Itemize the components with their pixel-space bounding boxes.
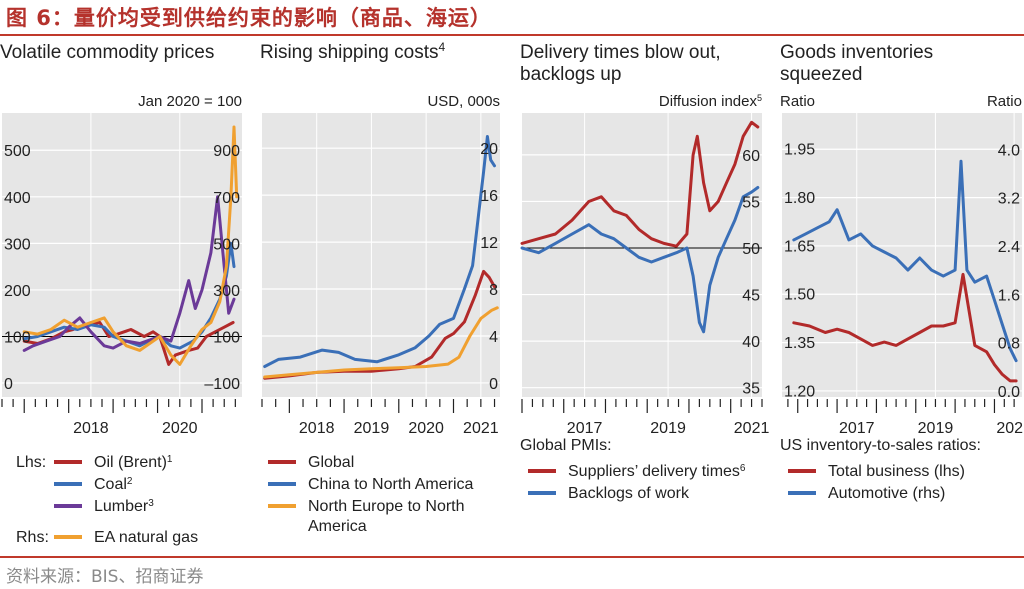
legend-heading: US inventory-to-sales ratios: [780, 437, 981, 454]
x-tick-label: 2021 [996, 420, 1024, 437]
series-line-3 [263, 306, 499, 379]
series-line-1 [792, 272, 1018, 383]
lhs-tick-label: 1.65 [784, 238, 815, 255]
chart-title: Volatile commodity prices [0, 42, 214, 63]
rhs-tick-label: 16 [480, 188, 498, 205]
rhs-tick-label: 55 [742, 194, 760, 211]
figure-title: 图 6：量价均受到供给约束的影响（商品、海运） [6, 6, 492, 30]
series-line-1 [520, 120, 760, 248]
lhs-tick-label: 400 [4, 190, 31, 207]
rhs-tick-label: 35 [742, 381, 760, 398]
legend-entry-label: Lumber3 [94, 498, 154, 516]
lhs-tick-label: 1.20 [784, 384, 815, 401]
rhs-tick-label: 700 [213, 190, 240, 207]
x-tick-label: 2019 [918, 420, 954, 437]
lhs-tick-label: 200 [4, 283, 31, 300]
legend-axis-label: Rhs: [16, 529, 49, 546]
chart-panel-2: Rising shipping costs4 USD, 000s 0 4 8 12 16 20… [260, 40, 500, 535]
rhs-tick-label: 12 [480, 235, 498, 252]
rhs-tick-label: 0.0 [998, 384, 1020, 401]
rhs-tick-label: 1.6 [998, 287, 1020, 304]
chart-title-line-2: squeezed [780, 64, 862, 85]
series-line-2 [792, 159, 1018, 363]
legend-entry-label: North Europe to North [308, 498, 465, 515]
legend-entry-label: China to North America [308, 476, 474, 493]
rhs-tick-label: 500 [213, 236, 240, 253]
rhs-tick-label: –100 [204, 376, 240, 393]
x-tick-label: 2020 [408, 420, 444, 437]
lhs-tick-label: 1.95 [784, 142, 815, 159]
rhs-unit-label: Ratio [987, 93, 1022, 110]
chart-title: Goods inventories [780, 42, 933, 63]
series-line-2 [263, 135, 496, 368]
chart-title-line-2: backlogs up [520, 64, 621, 85]
plot-area [2, 113, 242, 397]
rhs-tick-label: 50 [742, 241, 760, 258]
source-note: 资料来源：BIS、招商证券 [6, 567, 204, 587]
unit-note: USD, 000s [427, 93, 500, 110]
legend-entry-label: Oil (Brent)1 [94, 454, 173, 472]
rhs-tick-label: 45 [742, 288, 760, 305]
rhs-tick-label: 0 [489, 376, 498, 393]
rhs-tick-label: 60 [742, 148, 760, 165]
chart-title: Rising shipping costs4 [260, 40, 445, 63]
legend-entry-label: Backlogs of work [568, 485, 690, 502]
plot-area [782, 113, 1022, 397]
series-line-4 [22, 125, 239, 366]
lhs-tick-label: 0 [4, 376, 13, 393]
rhs-tick-label: 3.2 [998, 191, 1020, 208]
lhs-tick-label: 300 [4, 236, 31, 253]
legend-entry-label: Suppliers’ delivery times6 [568, 463, 746, 481]
plot-area [522, 113, 762, 397]
rhs-tick-label: 900 [213, 143, 240, 160]
unit-note: Diffusion index5 [659, 93, 762, 110]
legend-entry-label: Automotive (rhs) [828, 485, 945, 502]
lhs-tick-label: 1.35 [784, 335, 815, 352]
rhs-tick-label: 20 [480, 141, 498, 158]
title-rule [0, 34, 1024, 36]
legend-entry-label-line-2: America [308, 518, 367, 535]
chart-title: Delivery times blow out, [520, 42, 721, 63]
legend-entry-label: Total business (lhs) [828, 463, 965, 480]
rhs-tick-label: 4.0 [998, 142, 1020, 159]
legend-entry-label: EA natural gas [94, 529, 198, 546]
x-tick-label: 2017 [567, 420, 603, 437]
series-line-3 [22, 195, 236, 352]
x-tick-label: 2017 [839, 420, 875, 437]
lhs-unit-label: Ratio [780, 93, 815, 110]
series-line-2 [520, 186, 760, 334]
lhs-tick-label: 1.50 [784, 287, 815, 304]
bottom-rule [0, 556, 1024, 558]
rhs-tick-label: 100 [213, 329, 240, 346]
lhs-tick-label: 100 [4, 329, 31, 346]
legend-axis-label: Lhs: [16, 454, 46, 471]
rhs-tick-label: 0.8 [998, 336, 1020, 353]
x-tick-label: 2018 [73, 420, 109, 437]
x-tick-label: 2021 [463, 420, 499, 437]
legend-heading: Global PMIs: [520, 437, 612, 454]
x-tick-label: 2020 [162, 420, 198, 437]
x-tick-label: 2019 [650, 420, 686, 437]
rhs-tick-label: 2.4 [998, 239, 1020, 256]
x-tick-label: 2018 [299, 420, 335, 437]
chart-panel-1: Volatile commodity prices Jan 2020 = 100 0… [0, 42, 242, 546]
chart-panel-3: Delivery times blow out,backlogs up Diffu… [520, 42, 769, 502]
rhs-tick-label: 40 [742, 334, 760, 351]
legend-entry-label: Global [308, 454, 354, 471]
lhs-tick-label: 500 [4, 143, 31, 160]
rhs-tick-label: 8 [489, 282, 498, 299]
x-tick-label: 2019 [354, 420, 390, 437]
rhs-tick-label: 300 [213, 283, 240, 300]
lhs-tick-label: 1.80 [784, 190, 815, 207]
series-line-1 [22, 321, 235, 366]
plot-area [262, 113, 500, 397]
unit-note: Jan 2020 = 100 [138, 93, 242, 110]
legend-entry-label: Coal2 [94, 476, 133, 494]
rhs-tick-label: 4 [489, 329, 498, 346]
x-tick-label: 2021 [734, 420, 770, 437]
